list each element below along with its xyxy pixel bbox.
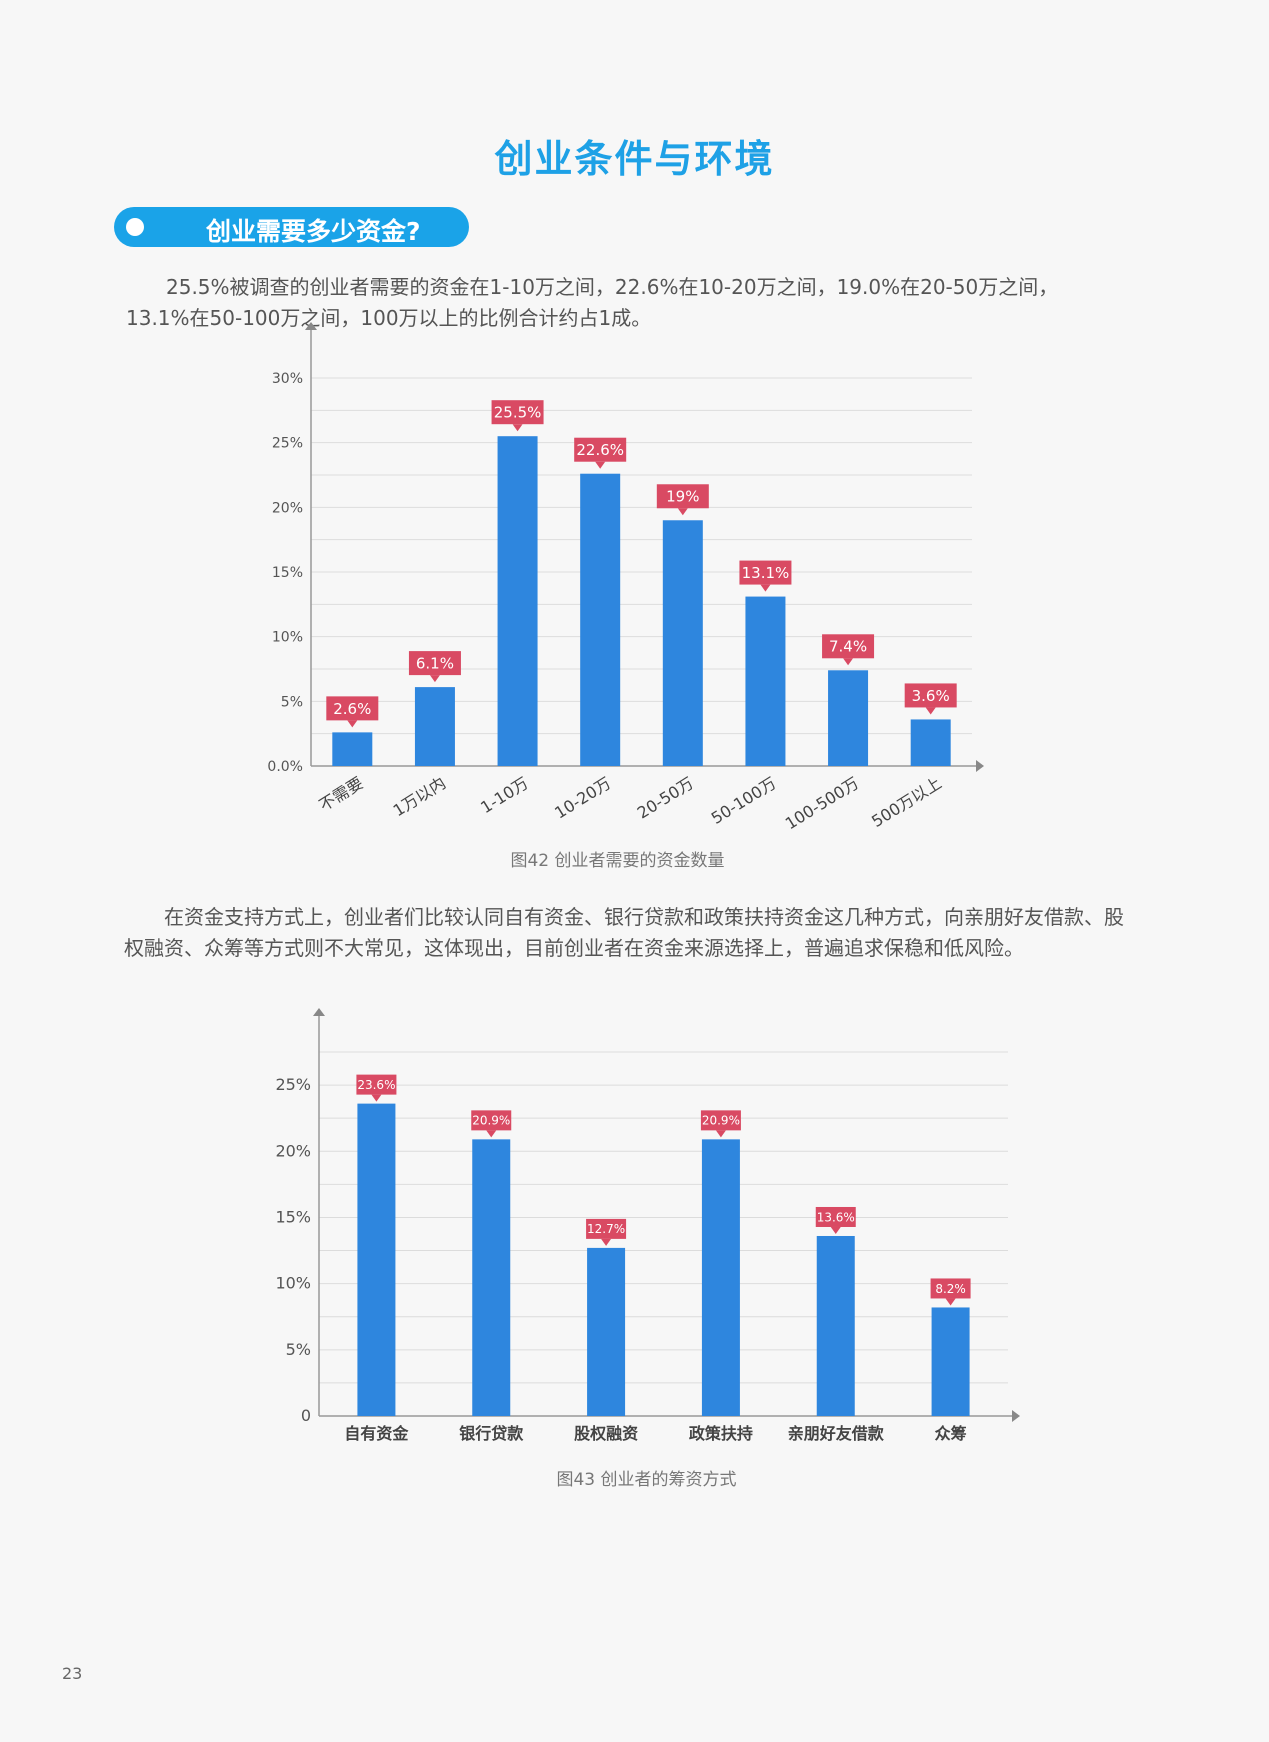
bar — [816, 1235, 855, 1416]
x-axis-arrow-icon — [976, 760, 984, 772]
data-label: 7.4% — [829, 638, 867, 656]
bar — [580, 473, 621, 766]
x-tick-label: 自有资金 — [344, 1424, 409, 1443]
bar — [828, 670, 869, 766]
y-tick-label: 25% — [272, 436, 303, 452]
data-label: 20.9% — [472, 1114, 510, 1128]
x-tick-label: 众筹 — [935, 1424, 967, 1443]
y-tick-label: 0 — [301, 1406, 311, 1425]
data-label: 20.9% — [702, 1114, 740, 1128]
bar — [497, 436, 538, 766]
data-label-pointer-icon — [486, 1130, 497, 1138]
x-tick-label: 10-20万 — [551, 773, 614, 822]
data-label-pointer-icon — [429, 675, 440, 683]
data-label-pointer-icon — [760, 584, 771, 592]
data-label: 23.6% — [357, 1078, 395, 1092]
data-label-pointer-icon — [925, 707, 936, 715]
section-title: 创业需要多少资金? — [206, 217, 421, 246]
bar — [332, 732, 373, 766]
data-label: 25.5% — [494, 404, 542, 422]
x-tick-label: 股权融资 — [574, 1424, 638, 1443]
data-label-pointer-icon — [945, 1298, 956, 1306]
data-label-box — [815, 1206, 856, 1227]
data-label-pointer-icon — [595, 461, 606, 469]
x-tick-label: 亲朋好友借款 — [788, 1424, 885, 1443]
data-label-box — [491, 400, 544, 425]
data-label-pointer-icon — [347, 720, 358, 728]
data-label-pointer-icon — [512, 424, 523, 432]
section-header: 创业需要多少资金? — [114, 207, 469, 247]
y-tick-label: 5% — [281, 694, 303, 710]
y-tick-label: 15% — [275, 1207, 311, 1226]
bar — [910, 719, 951, 766]
bar — [587, 1247, 626, 1416]
page-number: 23 — [62, 1664, 83, 1683]
data-label: 2.6% — [333, 700, 371, 718]
data-label-box — [904, 683, 957, 708]
bar — [414, 687, 455, 766]
data-label: 12.7% — [587, 1222, 625, 1236]
y-tick-label: 10% — [275, 1274, 311, 1293]
x-tick-label: 500万以上 — [868, 773, 945, 831]
bar — [357, 1103, 396, 1416]
data-label-box — [700, 1110, 741, 1131]
figure-caption-43: 图43 创业者的筹资方式 — [556, 1470, 737, 1490]
data-label-box — [656, 484, 709, 509]
data-label-pointer-icon — [601, 1238, 612, 1246]
data-label-box — [408, 651, 461, 676]
y-axis-arrow-icon — [305, 322, 317, 330]
intro-paragraph: 25.5%被调查的创业者需要的资金在1-10万之间，22.6%在10-20万之间… — [126, 275, 1059, 330]
data-label-box — [326, 696, 379, 721]
x-tick-label: 100-500万 — [782, 773, 862, 833]
bar — [931, 1307, 970, 1416]
y-tick-label: 20% — [272, 500, 303, 516]
funding-amount-chart: 0.0% 5% 10% 15% 20% 25% 30% 2.6% 不需要 6.1% 1万以内 25.5… — [267, 322, 984, 833]
data-label: 3.6% — [912, 687, 950, 705]
data-label: 19% — [666, 488, 699, 506]
x-tick-label: 1-10万 — [477, 773, 531, 817]
bullet-icon — [126, 218, 144, 236]
funding-method-paragraph: 在资金支持方式上，创业者们比较认同自有资金、银行贷款和政策扶持资金这几种方式，向… — [124, 905, 1124, 960]
x-axis-arrow-icon — [1012, 1410, 1020, 1422]
x-tick-label: 20-50万 — [634, 773, 697, 822]
data-label-box — [739, 560, 792, 585]
data-label-pointer-icon — [371, 1094, 382, 1102]
y-tick-label: 5% — [286, 1340, 311, 1359]
y-tick-label: 25% — [275, 1075, 311, 1094]
bar — [745, 596, 786, 766]
data-label: 6.1% — [416, 655, 454, 673]
data-label-box — [930, 1278, 971, 1299]
x-tick-label: 政策扶持 — [689, 1424, 753, 1443]
y-tick-label: 20% — [275, 1141, 311, 1160]
x-tick-label: 银行贷款 — [459, 1424, 524, 1443]
data-label-box — [356, 1074, 397, 1095]
bar — [662, 520, 703, 766]
data-label: 8.2% — [935, 1282, 966, 1296]
data-label-pointer-icon — [830, 1226, 841, 1234]
data-label: 13.6% — [817, 1210, 855, 1224]
y-axis-arrow-icon — [313, 1008, 325, 1016]
data-label-box — [822, 634, 875, 659]
data-label: 13.1% — [742, 564, 790, 582]
y-tick-label: 15% — [272, 565, 303, 581]
y-tick-label: 10% — [272, 630, 303, 646]
x-tick-label: 不需要 — [316, 773, 367, 815]
data-label: 22.6% — [576, 441, 624, 459]
x-tick-label: 1万以内 — [390, 773, 449, 820]
x-tick-label: 50-100万 — [708, 773, 780, 828]
bar — [472, 1139, 511, 1416]
bar — [701, 1139, 740, 1416]
data-label-pointer-icon — [677, 508, 688, 516]
page-title: 创业条件与环境 — [494, 137, 775, 181]
y-tick-label: 30% — [272, 371, 303, 387]
data-label-box — [574, 437, 627, 462]
data-label-box — [471, 1110, 512, 1131]
data-label-pointer-icon — [715, 1130, 726, 1138]
y-tick-label: 0.0% — [267, 759, 303, 775]
data-label-box — [586, 1218, 627, 1239]
figure-caption-42: 图42 创业者需要的资金数量 — [510, 851, 725, 871]
data-label-pointer-icon — [843, 658, 854, 666]
funding-method-chart: 0 5% 10% 15% 20% 25% 23.6% 自有资金 20.9% 银行贷款 12.7% 股权… — [275, 1008, 1020, 1443]
